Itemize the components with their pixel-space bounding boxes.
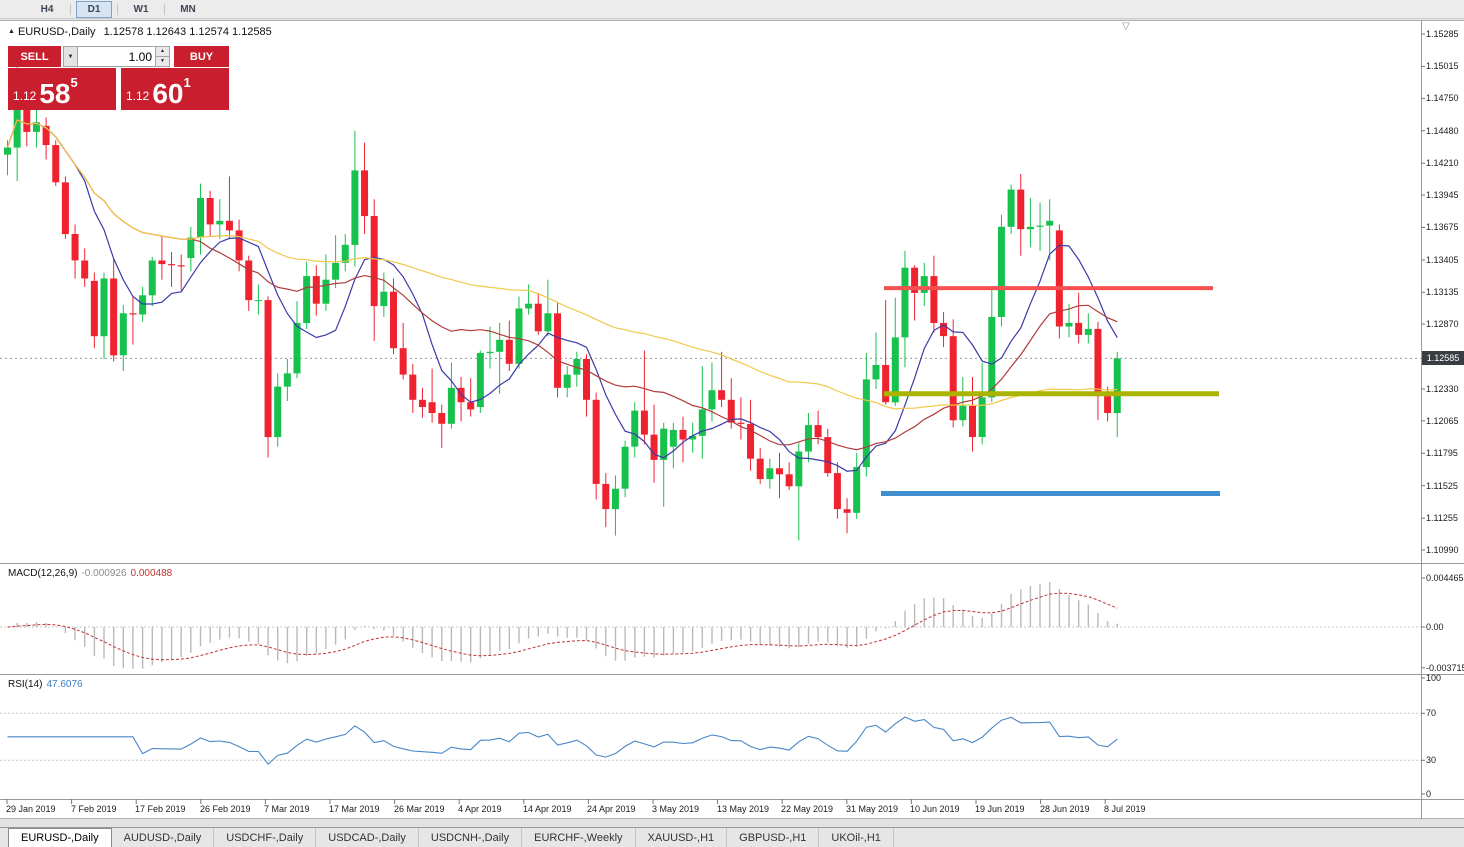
date-axis-label: 7 Feb 2019 [71,804,117,814]
date-axis-label: 7 Mar 2019 [264,804,310,814]
sell-price-pips: 58 [39,77,71,109]
chart-tab-usdcad[interactable]: USDCAD-,Daily [316,828,419,847]
chevron-down-icon: ▼ [67,53,74,60]
buy-button[interactable]: BUY [174,46,229,67]
price-axis-label: 1.12065 [1426,416,1459,426]
volume-input[interactable] [78,46,156,67]
chart-tab-ukoil[interactable]: UKOil-,H1 [819,828,894,847]
trade-panel-top-row: SELL ▼ ▲ ▼ BUY [8,46,229,67]
sell-button[interactable]: SELL [8,46,61,67]
buy-price-button[interactable]: 1.12 60 1 [121,68,229,110]
price-axis-label: 1.13675 [1426,222,1459,232]
macd-axis-label: 0.004465 [1426,573,1464,583]
date-axis-label: 3 May 2019 [652,804,700,814]
date-axis-label: 10 Jun 2019 [910,804,960,814]
volume-stepper: ▲ ▼ [156,46,170,67]
price-axis-label: 1.11525 [1426,481,1458,491]
volume-decrease-button[interactable]: ▼ [156,56,169,66]
timeframe-toolbar: H4 D1 W1 MN [0,0,1464,19]
date-axis-label: 29 Jan 2019 [6,804,56,814]
macd-axis-label: 0.00 [1426,622,1444,632]
buy-price-pips: 60 [152,77,184,109]
rsi-value: 47.6076 [46,679,83,690]
date-axis-label: 13 May 2019 [717,804,770,814]
date-axis-label: 4 Apr 2019 [458,804,502,814]
price-axis-label: 1.14750 [1426,93,1459,103]
chart-tab-xauusd[interactable]: XAUUSD-,H1 [636,828,728,847]
price-axis-label: 1.13135 [1426,287,1459,297]
date-axis-label: 26 Feb 2019 [200,804,251,814]
date-axis-label: 26 Mar 2019 [394,804,445,814]
macd-indicator-label: MACD(12,26,9) -0.000926 0.000488 [8,568,172,579]
macd-title: MACD(12,26,9) [8,568,78,579]
chart-symbol-label: EURUSD-,Daily [17,26,96,38]
price-axis-label: 1.11795 [1426,448,1458,458]
date-axis-label: 24 Apr 2019 [587,804,636,814]
chart-tab-usdchf[interactable]: USDCHF-,Daily [214,828,317,847]
date-axis-label: 31 May 2019 [846,804,899,814]
chart-header: ▲ EURUSD-,Daily 1.12578 1.12643 1.12574 1.… [8,26,272,38]
price-axis-label: 1.15015 [1426,61,1459,71]
price-axis[interactable]: 1.15285 1.15015 1.14750 1.14480 1.14210 1.139… [1424,0,1464,847]
volume-increase-button[interactable]: ▲ [156,47,169,56]
timeframe-button-d1[interactable]: D1 [76,0,112,18]
chart-tab-audusd[interactable]: AUDUSD-,Daily [112,828,215,847]
chart-tab-gbpusd[interactable]: GBPUSD-,H1 [727,828,820,847]
rsi-axis-label: 100 [1426,673,1442,683]
rsi-axis-label: 70 [1426,708,1437,718]
timeframe-button-h4[interactable]: H4 [40,3,54,15]
chart-tab-eurusd[interactable]: EURUSD-,Daily [8,828,112,847]
price-axis-label: 1.12330 [1426,384,1459,394]
one-click-trading-panel: SELL ▼ ▲ ▼ BUY 1.12 58 5 1.12 60 1 [8,46,229,110]
date-axis-label: 22 May 2019 [781,804,834,814]
sell-price-button[interactable]: 1.12 58 5 [8,68,116,110]
sell-price-pipette: 5 [70,75,78,90]
buy-price-figure: 1.12 [126,89,150,103]
price-axis-label: 1.12870 [1426,319,1459,329]
date-axis-label: 19 Jun 2019 [975,804,1025,814]
rsi-indicator-label: RSI(14) 47.6076 [8,679,83,690]
date-axis-label: 8 Jul 2019 [1104,804,1146,814]
price-axis-label: 1.15285 [1426,29,1459,39]
symbol-marker-icon: ▲ [8,28,15,35]
buy-price-pipette: 1 [183,75,191,90]
volume-dropdown-button[interactable]: ▼ [63,46,78,67]
macd-signal-value: 0.000488 [130,568,173,579]
chart-tab-eurchf[interactable]: EURCHF-,Weekly [522,828,636,847]
pane-splitter-rsi[interactable] [0,673,1464,677]
chart-ohlc-values: 1.12578 1.12643 1.12574 1.12585 [103,26,272,38]
price-axis-label: 1.13945 [1426,190,1459,200]
sell-price-figure: 1.12 [13,89,37,103]
price-axis-label: 1.10990 [1426,545,1459,555]
toolbar-separator [70,3,71,15]
current-price-badge: 1.12585 [1422,351,1464,366]
date-axis[interactable]: 29 Jan 2019 7 Feb 2019 17 Feb 2019 26 Feb 2… [0,800,1421,818]
macd-main-value: -0.000926 [81,568,127,579]
price-axis-label: 1.14210 [1426,158,1459,168]
toolbar-separator [117,3,118,15]
chart-shift-marker-icon[interactable]: ▽ [1122,21,1130,32]
timeframe-button-w1[interactable]: W1 [133,3,149,15]
price-axis-label: 1.11255 [1426,513,1458,523]
chart-tab-bar: EURUSD-,Daily AUDUSD-,Daily USDCHF-,Daily U… [0,827,1464,847]
date-axis-label: 17 Feb 2019 [135,804,186,814]
rsi-axis-label: 30 [1426,755,1437,765]
date-axis-label: 17 Mar 2019 [329,804,380,814]
macd-axis-label: -0.003715 [1426,663,1464,673]
price-axis-label: 1.14480 [1426,126,1459,136]
trade-panel-price-row: 1.12 58 5 1.12 60 1 [8,68,229,110]
toolbar-separator [164,3,165,15]
rsi-axis-label: 0 [1426,789,1432,799]
rsi-title: RSI(14) [8,679,43,690]
price-axis-label: 1.13405 [1426,255,1459,265]
date-axis-label: 14 Apr 2019 [523,804,572,814]
timeframe-button-mn[interactable]: MN [180,3,196,15]
date-axis-label: 28 Jun 2019 [1040,804,1090,814]
chart-tab-usdcnh[interactable]: USDCNH-,Daily [419,828,523,847]
pane-splitter-macd[interactable] [0,562,1464,566]
